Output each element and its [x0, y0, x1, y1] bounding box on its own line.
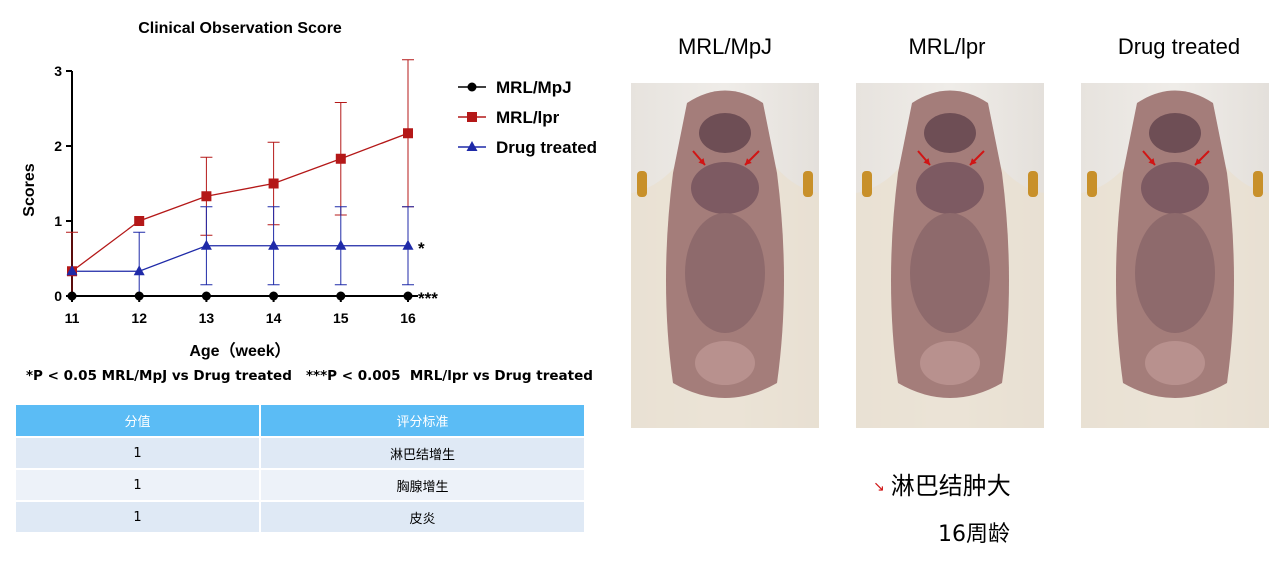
mrl-lpr-line	[71, 132, 409, 272]
mouse-dissection-illustration	[1081, 90, 1269, 428]
legend-label-mrl-mpj: MRL/MpJ	[496, 78, 572, 97]
drug-treated-line	[72, 245, 408, 272]
significance-footnote: *P < 0.05 MRL/MpJ vs Drug treated ***P <…	[26, 368, 593, 384]
mouse-photo-drug-treated	[1081, 83, 1269, 428]
table-header-row: 分值 评分标准	[16, 405, 584, 437]
y-tick-label: 3	[54, 63, 62, 79]
table-header-score: 分值	[16, 405, 261, 437]
mouse-head	[699, 113, 751, 153]
x-tick-label: 11	[65, 310, 80, 326]
significance-annotations: ****	[418, 239, 438, 308]
thoracic-cavity	[691, 162, 759, 214]
chart-legend: MRL/MpJ MRL/lpr Drug treated	[458, 78, 597, 157]
mrl-mpj-point	[67, 291, 77, 301]
thoracic-cavity	[916, 162, 984, 214]
x-tick-label: 16	[400, 310, 416, 326]
table-cell-score: 1	[16, 436, 261, 469]
panel-title-mrl-lpr: MRL/lpr	[908, 34, 986, 59]
scoring-criteria-table: 分值 评分标准 1 淋巴结增生 1 胸腺增生 1 皮炎	[16, 405, 584, 532]
x-tick-label: 12	[131, 310, 147, 326]
thoracic-cavity	[1141, 162, 1209, 214]
table-cell-score: 1	[16, 468, 261, 501]
significance-mark: *	[418, 239, 425, 258]
mrl-lpr-point	[335, 153, 346, 164]
mrl-mpj-point	[201, 291, 211, 301]
x-tick-label: 13	[199, 310, 215, 326]
lymph-node-arrow-right-head	[1195, 158, 1202, 165]
abdominal-cavity	[910, 213, 990, 333]
lymph-node-arrow-left-head	[1148, 158, 1155, 165]
mrl-lpr-point	[403, 128, 413, 139]
age-note: 16周龄	[938, 522, 1010, 547]
legend-marker-mrl-mpj	[467, 82, 477, 92]
legend-label-drug-treated: Drug treated	[496, 138, 597, 157]
panel-title-drug-treated: Drug treated	[1117, 34, 1241, 59]
lymph-node-arrow-left-head	[923, 158, 930, 165]
y-tick-label: 1	[54, 213, 62, 229]
table-row: 1 胸腺增生	[16, 468, 584, 501]
error-bars	[66, 59, 414, 296]
pin-left	[637, 171, 647, 197]
table-cell-criteria: 胸腺增生	[260, 468, 584, 501]
pin-right	[1253, 171, 1263, 197]
pelvic-region	[920, 341, 980, 385]
x-tick-label: 15	[333, 310, 349, 326]
drug-treated-point	[335, 239, 347, 250]
mrl-lpr-point	[201, 191, 212, 202]
mrl-mpj-point	[403, 291, 413, 301]
abdominal-cavity	[1135, 213, 1215, 333]
table-cell-criteria: 皮炎	[260, 500, 584, 532]
x-axis-label: Age（week）	[189, 342, 290, 360]
legend-label-mrl-lpr: MRL/lpr	[496, 108, 560, 127]
table-row: 1 淋巴结增生	[16, 436, 584, 469]
drug-treated-point	[133, 265, 145, 276]
table-header-criteria: 评分标准	[260, 405, 584, 437]
drug-treated-point	[268, 239, 280, 250]
series-lines	[71, 132, 409, 297]
series-markers	[66, 128, 414, 301]
pin-right	[803, 171, 813, 197]
lymph-node-arrow-right-head	[745, 158, 752, 165]
mouse-dissection-illustration	[856, 90, 1044, 428]
mouse-photo-mrl-mpj	[631, 83, 819, 428]
mrl-lpr-point	[268, 178, 279, 189]
table-cell-score: 1	[16, 500, 261, 532]
lymph-node-legend-text: 淋巴结肿大	[890, 472, 1011, 500]
mouse-head	[1149, 113, 1201, 153]
legend-marker-mrl-lpr	[467, 112, 477, 122]
drug-treated-point	[402, 239, 414, 250]
mrl-mpj-point	[269, 291, 279, 301]
panel-title-mrl-mpj: MRL/MpJ	[677, 34, 773, 59]
mrl-mpj-point	[134, 291, 144, 301]
lymph-node-arrow-right-head	[970, 158, 977, 165]
drug-treated-point	[200, 239, 212, 250]
clinical-score-chart: Clinical Observation Score Scores Age（we…	[21, 20, 597, 360]
y-tick-label: 0	[54, 288, 62, 304]
mouse-dissection-illustration	[631, 90, 819, 428]
lymph-node-legend: ↘ 淋巴结肿大	[873, 466, 1011, 501]
y-tick-label: 2	[54, 138, 62, 154]
drug-treated-point	[66, 265, 78, 276]
mrl-lpr-point	[134, 216, 145, 226]
lymph-node-arrow-left-head	[698, 158, 705, 165]
red-arrow-icon: ↘	[873, 479, 885, 495]
pin-right	[1028, 171, 1038, 197]
pelvic-region	[695, 341, 755, 385]
table-row: 1 皮炎	[16, 500, 584, 532]
pin-left	[1087, 171, 1097, 197]
pelvic-region	[1145, 341, 1205, 385]
chart-title: Clinical Observation Score	[138, 20, 342, 37]
legend-marker-drug-treated	[466, 141, 478, 151]
pin-left	[862, 171, 872, 197]
mouse-photo-mrl-lpr	[856, 83, 1044, 428]
table-cell-criteria: 淋巴结增生	[260, 436, 584, 469]
significance-mark: ***	[418, 289, 438, 308]
mouse-head	[924, 113, 976, 153]
x-tick-label: 14	[266, 310, 282, 326]
mrl-mpj-point	[336, 291, 346, 301]
y-axis-label: Scores	[21, 163, 38, 216]
abdominal-cavity	[685, 213, 765, 333]
